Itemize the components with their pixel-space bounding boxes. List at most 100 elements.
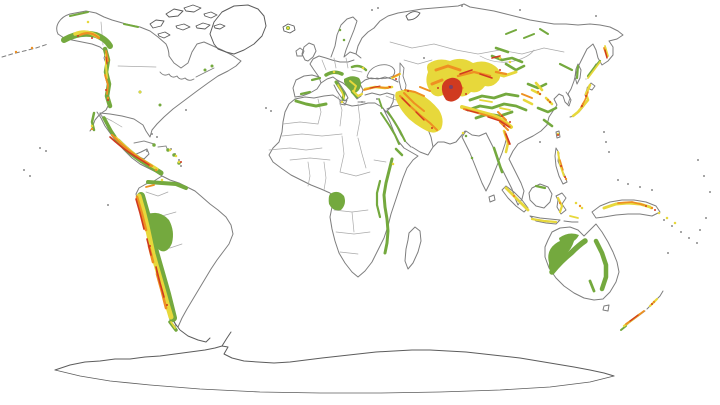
hazard-borneo-north [534, 184, 547, 190]
hazard-philippines-orange [559, 159, 564, 171]
hazard-java-yellow [530, 217, 558, 224]
hazard-balkans-yellow [349, 80, 357, 92]
ireland [295, 47, 305, 57]
us-mexico-border [97, 113, 123, 128]
canadian-arctic-islands [149, 4, 226, 39]
hazard-sumatra-yellow [504, 186, 530, 212]
hazard-venezuela-colombia [146, 180, 188, 190]
hazard-peru-bolivia-blob [148, 212, 173, 252]
russia-arctic-coast [373, 3, 624, 42]
india [461, 130, 508, 192]
hazard-scandinavia-dots [338, 28, 346, 42]
hazard-nz-alpine-fault-red [629, 314, 639, 322]
south-america-east-coast [161, 175, 234, 328]
hazard-zagros-ribs-orange [399, 86, 438, 131]
aleutian-chain [1, 43, 49, 58]
hazard-tien-shan-orange [456, 70, 508, 78]
hazard-australia-north-blob [559, 233, 579, 244]
us-canada-border [117, 65, 157, 68]
europe-borders [321, 57, 363, 73]
hazard-india-dots [464, 134, 474, 160]
britain [301, 42, 317, 62]
hazard-altai-baikal [490, 46, 526, 72]
hazard-zones-orange [14, 31, 656, 325]
coastlines [1, 3, 664, 331]
hazard-caribbean-dots [152, 143, 181, 165]
hazard-cascadia-red [105, 56, 108, 65]
novaya-zemlya [405, 11, 421, 21]
hazard-afar [394, 147, 404, 157]
hazard-iran-blob [395, 89, 443, 133]
hazard-flinders [588, 279, 596, 293]
hazard-red-dots [77, 35, 657, 306]
hazard-kamchatka-red [604, 49, 608, 59]
tasmania [602, 304, 610, 312]
hazard-baja [90, 111, 96, 132]
hazard-north-anatolian-red [369, 85, 381, 89]
north-america-arctic-east-coast [56, 10, 242, 138]
hazard-siberia-specks [505, 28, 549, 39]
hazard-greece-yellow [351, 89, 364, 98]
new-guinea [591, 199, 661, 219]
dark-coastlines [54, 4, 615, 394]
hazard-new-guinea-orange [617, 201, 645, 206]
hazard-caucasus-orange [392, 73, 400, 78]
hazard-australia-west-blob [548, 239, 574, 272]
hazard-maghreb [294, 99, 328, 108]
hazard-australia-west-band [549, 238, 588, 275]
iran-south-coast [432, 130, 466, 148]
sumatra [501, 185, 529, 213]
island-speck-dots [23, 5, 712, 254]
hazard-rift-west-branch [375, 179, 382, 219]
hazard-mexico-subduction-red [109, 136, 150, 166]
australia [544, 223, 620, 301]
borneo [528, 183, 553, 209]
hazard-tibet-yellow [479, 99, 511, 111]
hazard-sulawesi-yellow [556, 196, 564, 214]
africa-north-coast [294, 94, 384, 109]
hazard-italy-yellow [337, 84, 345, 99]
hazard-arctic-canada [69, 11, 139, 28]
hazard-tdf-yellow [170, 321, 176, 329]
hazard-burma-coast [492, 146, 504, 174]
great-lakes [159, 67, 215, 81]
hazard-zones-red [77, 35, 657, 322]
hazard-red-sea-flanks [380, 111, 406, 145]
antarctica-coast [54, 331, 615, 377]
hazard-kamchatka-kuril-yellow [587, 45, 609, 79]
sakhalin [574, 63, 582, 85]
antarctica-bottom-edge [54, 369, 615, 394]
anatolia-levant-coast [364, 92, 395, 113]
scandinavia [330, 16, 375, 59]
hazard-himalaya-red [465, 109, 510, 128]
hazard-east-african-rift [382, 157, 394, 255]
sri-lanka [488, 194, 496, 203]
hazard-tien-shan-red [459, 55, 501, 79]
hazard-australia-east-band [593, 238, 609, 292]
hazard-cameroon-blob [328, 191, 345, 211]
madagascar [404, 226, 422, 270]
korea [565, 91, 571, 105]
tierra-del-fuego [173, 321, 211, 343]
hazard-cascadia-california-orange [104, 50, 109, 95]
hazard-orange-dots [14, 46, 656, 304]
hazard-burma-red [505, 133, 511, 145]
greenland [209, 4, 267, 55]
taiwan [555, 130, 561, 139]
hazard-zagros-red [401, 97, 425, 121]
hazard-nz-south-tip [620, 325, 627, 331]
hazard-tien-shan-yellow [454, 70, 518, 80]
hazard-banda-yellow [569, 215, 579, 219]
hazard-gansu-orange [521, 93, 533, 99]
africa-borders [268, 95, 387, 255]
hazard-greece [350, 90, 359, 99]
black-sea [366, 64, 396, 80]
hazard-philippines-yellow [557, 151, 565, 177]
hazard-north-china-yellow [522, 81, 554, 106]
island-specks [23, 5, 712, 254]
iceland [282, 23, 296, 34]
hazard-balkans-blob [344, 76, 361, 93]
kamchatka-east-asia-coast [485, 40, 614, 206]
